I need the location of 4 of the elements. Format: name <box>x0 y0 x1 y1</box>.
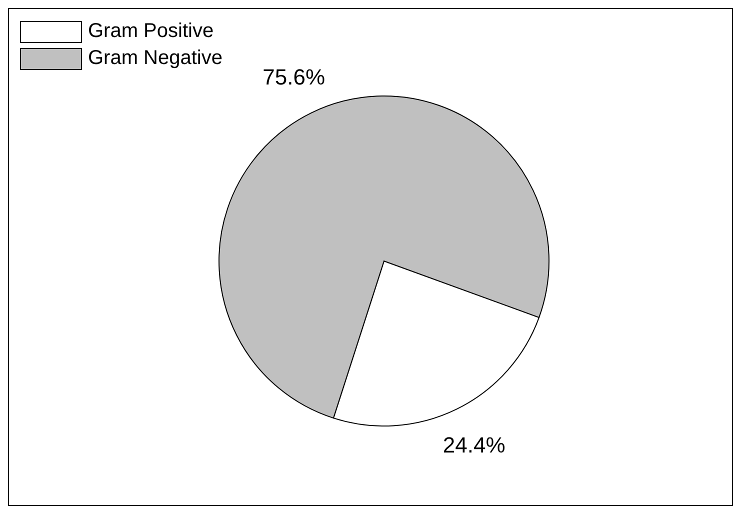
data-label: 24.4% <box>442 432 506 458</box>
legend-label: Gram Positive <box>88 20 214 43</box>
legend-label: Gram Negative <box>88 47 222 70</box>
data-label: 75.6% <box>262 64 326 90</box>
